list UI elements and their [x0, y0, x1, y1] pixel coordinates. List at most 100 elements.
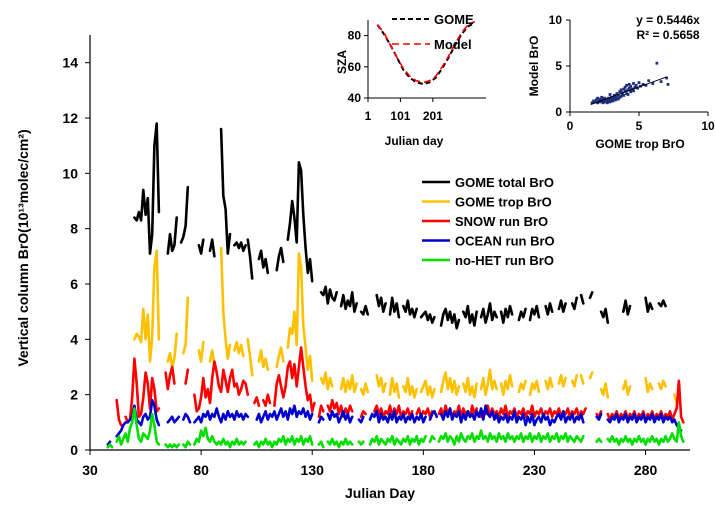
series-1-segment-0 [133, 249, 161, 363]
series-2-segment-10 [359, 409, 367, 419]
series-3-segment-2 [166, 415, 181, 424]
series-0-segment-3 [197, 238, 205, 255]
scatter-y-tick-label: 0 [555, 105, 562, 119]
scatter-point [665, 76, 668, 80]
scatter-point [626, 88, 630, 92]
sza-x-tick-label: 101 [390, 109, 410, 123]
sza-legend-label-0: GOME [434, 12, 474, 27]
sza-x-tick-label: 1 [365, 109, 372, 123]
series-0-segment-32 [657, 299, 667, 308]
series-3-segment-13 [606, 412, 683, 432]
series-4-segment-13 [606, 420, 685, 446]
scatter-point [666, 83, 670, 86]
scatter-x-tick-label: 5 [636, 119, 643, 133]
series-2-segment-2 [164, 365, 176, 391]
scatter-equation: y = 0.5446x [636, 13, 700, 27]
series-4-segment-11 [437, 429, 585, 446]
scatter-inset: 0 5 10 0 5 10 y = 0.5446x R² = 0.5658 GOME tr… [527, 13, 715, 151]
series-4-segment-1 [115, 407, 161, 446]
series-0-segment-11 [319, 285, 339, 305]
series-0-segment-30 [621, 299, 632, 316]
series-0-segment-18 [439, 307, 461, 330]
series-0-segment-23 [528, 304, 541, 322]
sza-series-0 [376, 22, 476, 86]
series-1-segment-12 [339, 373, 359, 394]
scatter-point [590, 101, 594, 105]
series-1-segment-26 [570, 373, 579, 388]
main-series-group [106, 122, 685, 449]
sza-y-tick-label: 60 [348, 60, 362, 74]
series-3-segment-7 [326, 409, 354, 424]
sza-y-tick-label: 40 [348, 91, 362, 105]
series-1-segment-8 [257, 349, 270, 372]
series-1-segment-7 [246, 337, 254, 377]
scatter-point [600, 95, 604, 99]
series-3-segment-12 [595, 412, 603, 421]
series-1-segment-20 [479, 368, 499, 397]
series-4-segment-8 [357, 440, 365, 446]
main-y-tick-label: 2 [70, 387, 78, 403]
main-x-tick-label: 280 [634, 462, 658, 478]
legend-label-3: OCEAN run BrO [455, 234, 555, 249]
main-y-tick-label: 14 [62, 55, 78, 71]
series-0-segment-5 [219, 127, 232, 255]
series-0-segment-25 [557, 299, 567, 314]
legend-label-0: GOME total BrO [455, 175, 554, 190]
scatter-point [629, 84, 633, 88]
series-1-segment-19 [461, 376, 479, 399]
scatter-y-axis-label: Model BrO [527, 36, 541, 97]
series-1-segment-21 [499, 373, 514, 397]
series-4-segment-10 [428, 434, 436, 444]
scatter-point [594, 98, 598, 102]
scatter-point [632, 89, 635, 93]
scatter-r-squared: R² = 0.5658 [636, 28, 699, 42]
main-x-tick-label: 80 [193, 462, 209, 478]
series-1-segment-25 [557, 373, 567, 388]
series-1-segment-4 [208, 349, 216, 366]
scatter-point [599, 97, 602, 101]
series-4-segment-6 [317, 440, 325, 449]
series-1-segment-3 [197, 340, 205, 363]
series-0-segment-4 [208, 238, 216, 258]
series-1-segment-5 [219, 246, 232, 361]
main-y-tick-label: 6 [70, 276, 78, 292]
series-4-segment-3 [182, 440, 192, 449]
series-2-segment-8 [317, 404, 325, 419]
sza-y-axis-label: SZA [335, 50, 349, 74]
scatter-point [644, 83, 648, 87]
scatter-point [605, 101, 609, 105]
scatter-point [622, 87, 626, 91]
series-4-segment-9 [368, 434, 427, 446]
series-0-segment-1 [166, 216, 178, 255]
series-1-segment-18 [439, 371, 461, 397]
series-1-segment-11 [319, 371, 334, 391]
scatter-y-tick-label: 5 [555, 59, 562, 73]
legend: GOME total BrO GOME trop BrO SNOW run BrO O… [422, 175, 555, 268]
main-x-tick-label: 230 [523, 462, 547, 478]
scatter-point [608, 93, 612, 96]
series-0-segment-13 [359, 304, 370, 316]
scatter-point [618, 95, 622, 99]
series-1-segment-14 [375, 373, 387, 394]
sza-inset: 1 101 201 40 60 80 GOME Model Julian day SZA [335, 12, 486, 148]
sza-legend: GOME Model [392, 12, 474, 52]
series-4-segment-0 [106, 443, 114, 449]
series-0-segment-6 [233, 241, 247, 253]
series-4-segment-2 [164, 443, 181, 449]
series-0-segment-8 [257, 249, 270, 275]
series-2-segment-16 [606, 379, 685, 424]
series-0-segment-0 [133, 122, 161, 255]
series-3-segment-8 [357, 415, 365, 424]
scatter-point [614, 98, 617, 102]
series-3-segment-3 [182, 412, 192, 424]
series-0-segment-28 [588, 290, 594, 300]
scatter-point [627, 83, 631, 86]
series-1-segment-30 [621, 379, 632, 397]
series-3-segment-10 [428, 409, 439, 421]
scatter-point [622, 94, 626, 97]
main-y-tick-label: 0 [70, 442, 78, 458]
sza-series-1 [376, 20, 476, 84]
series-1-segment-16 [401, 376, 419, 399]
scatter-point [596, 101, 599, 105]
